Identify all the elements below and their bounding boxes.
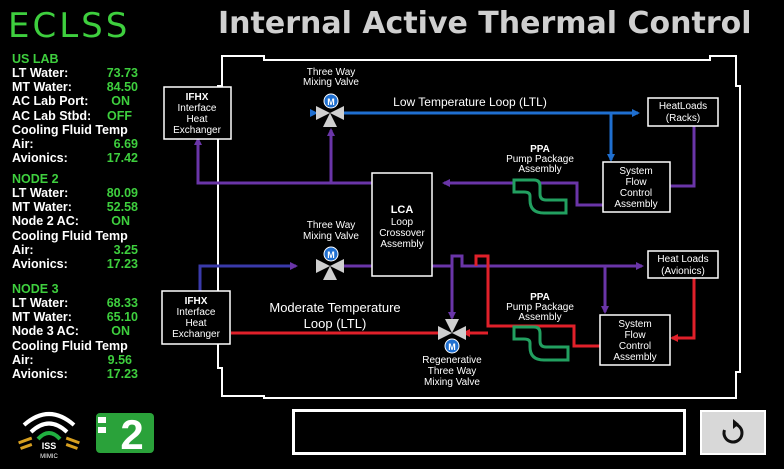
sfca-bottom-l4: Assembly [613,352,656,363]
ppa-bottom-l1: PPA [530,292,550,303]
heatloads-racks-l2: (Racks) [666,113,700,124]
sfca-bottom-box: System Flow Control Assembly [599,314,671,366]
svg-text:M: M [448,342,456,352]
us-lab-lt-water-row: LT Water: 73.73 [12,66,138,80]
mimic-text: MIMIC [40,454,58,460]
valve-top-l2: Mixing Valve [303,77,359,88]
valve-regen-icon: M [438,319,466,354]
us-lab-panel: US LAB LT Water: 73.73 MT Water: 84.50 AC … [12,52,138,165]
ppa-top-pump-icon [512,178,568,215]
node2-avionics-row: Avionics: 17.23 [12,257,138,272]
us-lab-air-row: Air: 6.69 [12,137,138,152]
node3-ac-row: Node 3 AC: ON [12,324,130,339]
page-title: Internal Active Thermal Control [218,6,752,41]
app-logo-text: ECLSS [8,6,131,46]
message-box [292,409,686,455]
node2-air-row: Air: 3.25 [12,242,138,257]
mtl-sfca-to-ppa [474,254,600,348]
mtl-ifhx-to-valve [198,262,298,300]
lca-l1: LCA [391,204,414,216]
node3-lt-water-row: LT Water: 68.33 [12,296,138,310]
ltl-label: Low Temperature Loop (LTL) [393,95,547,109]
heatloads-avionics-box: Heat Loads (Avionics) [647,250,719,279]
us-lab-ac-port-row: AC Lab Port: ON [12,94,130,109]
heatloads-racks-l1: HeatLoads [659,101,707,112]
mtl-lca-to-heatloads [432,254,644,270]
svg-text:M: M [327,250,335,260]
ltl-heatloads-return [670,126,696,188]
heatloads-avionics-l2: (Avionics) [661,266,705,277]
ifhx-top-l4: Exchanger [173,125,221,136]
node2-mt-water-row: MT Water: 52.58 [12,200,138,215]
ppa-bottom-pump-icon [512,325,570,362]
node2-cooling-title: Cooling Fluid Temp [12,228,128,243]
node2-panel: NODE 2 LT Water: 80.09 MT Water: 52.58 Nod… [12,172,138,271]
sfca-bottom-l1: System [618,319,651,330]
mtl-heatloads-return [670,278,696,342]
mtl-label-l1: Moderate Temperature [269,300,400,315]
lca-box: LCA Loop Crossover Assembly [371,172,433,277]
ppa-top-l1: PPA [530,144,550,155]
ifhx-bottom-box: IFHX Interface Heat Exchanger [161,290,231,345]
heatloads-racks-box: HeatLoads (Racks) [647,97,719,127]
sfca-top-box: System Flow Control Assembly [602,161,671,213]
ltl-lca-to-ifhx [194,137,372,185]
ifhx-top-l2: Interface [178,103,217,114]
ltl-sfca-to-ppa [442,179,603,207]
ppa-bottom-l2: Pump Package [506,302,574,313]
ifhx-bottom-l3: Heat [185,318,206,329]
node2-title: NODE 2 [12,172,59,186]
us-lab-title: US LAB [12,52,59,66]
sfca-bottom-l2: Flow [624,330,646,341]
node3-avionics-row: Avionics: 17.23 [12,367,138,382]
refresh-icon [722,418,744,443]
ifhx-bottom-l2: Interface [177,307,216,318]
valve-regen-l2: Three Way [428,366,477,377]
node3-title: NODE 3 [12,282,59,296]
module-outline [217,55,741,399]
node3-cooling-title: Cooling Fluid Temp [12,338,128,353]
sfca-top-l1: System [619,166,652,177]
refresh-button[interactable] [700,410,766,455]
node2-badge-text: 2 [120,411,143,455]
node3-air-row: Air: 9.56 [12,352,132,367]
ppa-top-l3: Assembly [518,164,561,175]
valve-regen-l1: Regenerative [422,355,482,366]
sfca-bottom-l3: Control [619,341,651,352]
mtl-label-l2: Loop (LTL) [304,316,367,331]
valve-regen-l3: Mixing Valve [424,377,480,388]
node3-mt-water-row: MT Water: 65.10 [12,310,138,325]
ppa-bottom-l3: Assembly [518,312,561,323]
valve-mid-l1: Three Way [307,220,356,231]
ifhx-top-box: IFHX Interface Heat Exchanger [163,86,232,140]
ifhx-bottom-l4: Exchanger [172,329,220,340]
ifhx-top-l3: Heat [186,114,207,125]
us-lab-cooling-title: Cooling Fluid Temp [12,122,128,137]
node2-lt-water-row: LT Water: 80.09 [12,186,138,200]
node3-panel: NODE 3 LT Water: 68.33 MT Water: 65.10 Nod… [12,282,138,381]
iss-text: ISS [42,441,57,451]
ifhx-top-l1: IFHX [186,92,209,103]
lca-l4: Assembly [380,239,423,250]
heatloads-avionics-l1: Heat Loads [657,254,708,265]
ppa-top-l2: Pump Package [506,154,574,165]
svg-text:M: M [327,97,335,107]
valve-top-l1: Three Way [307,67,356,78]
sfca-top-l2: Flow [625,177,647,188]
node2-badge-icon: 2 [96,411,154,455]
sfca-top-l4: Assembly [614,199,657,210]
valve-top-icon: M [316,93,344,127]
us-lab-ac-stbd-row: AC Lab Stbd: OFF [12,108,132,123]
lca-l3: Crossover [379,228,425,239]
node2-ac-row: Node 2 AC: ON [12,214,130,229]
lca-l2: Loop [391,217,414,228]
ifhx-bottom-l1: IFHX [185,296,208,307]
sfca-top-l3: Control [620,188,652,199]
us-lab-avionics-row: Avionics: 17.42 [12,151,138,166]
us-lab-mt-water-row: MT Water: 84.50 [12,80,138,95]
valve-mid-l2: Mixing Valve [303,231,359,242]
valve-mid-icon: M [316,246,344,280]
iss-mimic-logo: ISS MIMIC [18,412,80,460]
